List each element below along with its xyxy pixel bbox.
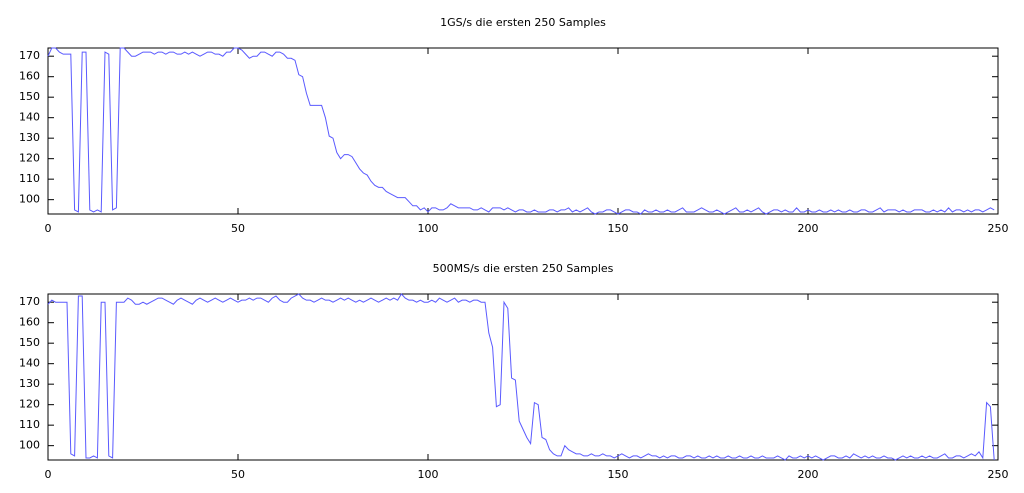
y-tick-label: 130	[19, 131, 40, 144]
x-tick-label: 100	[418, 222, 439, 235]
x-tick-label: 150	[608, 222, 629, 235]
y-tick-label: 170	[19, 49, 40, 62]
x-tick-label: 50	[231, 222, 245, 235]
y-tick-label: 130	[19, 377, 40, 390]
y-tick-label: 170	[19, 295, 40, 308]
data-line	[47, 47, 995, 215]
chart-title: 1GS/s die ersten 250 Samples	[440, 16, 606, 29]
y-tick-label: 140	[19, 357, 40, 370]
x-tick-label: 0	[45, 222, 52, 235]
y-tick-label: 120	[19, 152, 40, 165]
y-tick-label: 110	[19, 418, 40, 431]
y-tick-label: 140	[19, 111, 40, 124]
chart-title: 500MS/s die ersten 250 Samples	[433, 262, 614, 275]
x-tick-label: 250	[988, 222, 1009, 235]
x-tick-label: 50	[231, 468, 245, 481]
y-tick-label: 160	[19, 70, 40, 83]
x-tick-label: 150	[608, 468, 629, 481]
y-tick-label: 150	[19, 90, 40, 103]
x-tick-label: 0	[45, 468, 52, 481]
y-tick-label: 120	[19, 398, 40, 411]
plot-frame	[47, 47, 999, 215]
x-tick-label: 100	[418, 468, 439, 481]
plot-frame	[47, 293, 999, 461]
y-tick-label: 150	[19, 336, 40, 349]
x-tick-label: 200	[798, 468, 819, 481]
y-tick-label: 100	[19, 439, 40, 452]
y-tick-label: 160	[19, 316, 40, 329]
x-tick-label: 200	[798, 222, 819, 235]
x-tick-label: 250	[988, 468, 1009, 481]
y-tick-label: 110	[19, 172, 40, 185]
y-tick-label: 100	[19, 193, 40, 206]
data-line	[47, 293, 995, 461]
